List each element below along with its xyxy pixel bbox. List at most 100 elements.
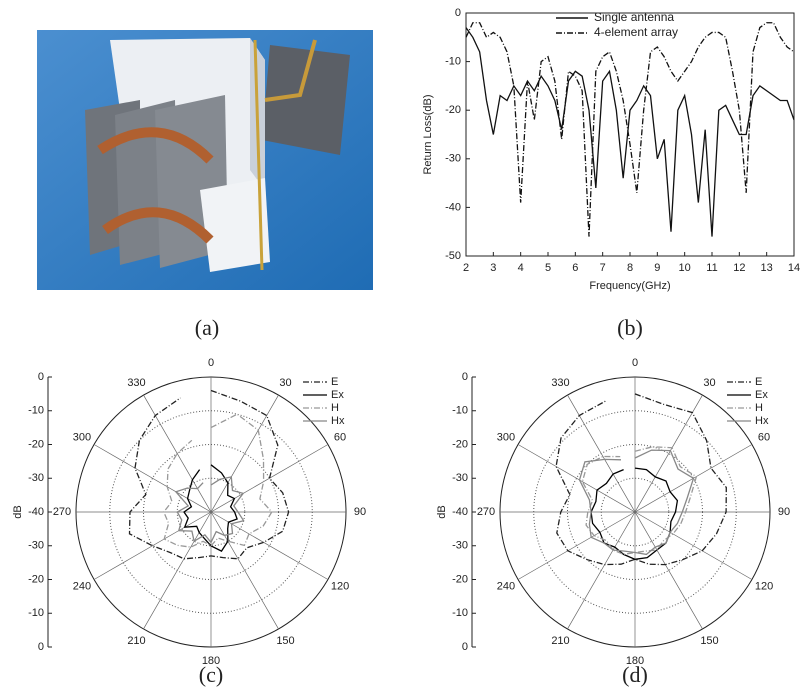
- theta-tick-label: 210: [551, 635, 569, 647]
- r-tick-label: -10: [28, 607, 44, 619]
- r-tick-label: -20: [452, 438, 468, 450]
- x-tick-label: 4: [518, 262, 524, 274]
- r-tick-label: -30: [452, 540, 468, 552]
- x-tick-label: 14: [788, 262, 800, 274]
- data-line: [128, 389, 290, 560]
- x-tick-label: 2: [463, 262, 469, 274]
- r-tick-label: -30: [28, 472, 44, 484]
- x-tick-label: 10: [679, 262, 691, 274]
- spoke: [93, 511, 212, 580]
- r-tick-label: -20: [28, 438, 44, 450]
- r-axis-label: dB: [436, 505, 448, 518]
- x-tick-label: 12: [733, 262, 745, 274]
- theta-tick-label: 60: [334, 431, 346, 443]
- data-line: [555, 393, 727, 566]
- spoke: [210, 444, 329, 513]
- x-axis-label: Frequency(GHz): [589, 280, 670, 292]
- r-tick-label: -10: [28, 405, 44, 417]
- spoke: [634, 511, 753, 580]
- legend-label: Hx: [755, 415, 769, 427]
- theta-tick-label: 210: [127, 635, 145, 647]
- y-tick-label: -30: [445, 153, 461, 165]
- spoke: [210, 511, 329, 580]
- r-tick-label: -20: [452, 573, 468, 585]
- theta-tick-label: 270: [53, 506, 71, 518]
- x-tick-label: 8: [627, 262, 633, 274]
- legend-label: Single antenna: [594, 10, 674, 24]
- caption: (c): [199, 662, 223, 687]
- theta-tick-label: 90: [354, 506, 366, 518]
- theta-tick-label: 300: [73, 431, 91, 443]
- r-tick-label: -30: [28, 540, 44, 552]
- data-line: [183, 464, 238, 552]
- y-tick-label: 0: [455, 7, 461, 19]
- data-line: [163, 413, 273, 548]
- legend-label: Ex: [331, 389, 344, 401]
- data-line: [465, 22, 795, 237]
- spoke: [567, 394, 636, 513]
- data-line: [590, 467, 679, 560]
- theta-tick-label: 240: [497, 580, 515, 592]
- legend-label: Ex: [755, 389, 768, 401]
- caption: (a): [195, 315, 219, 340]
- r-tick-label: 0: [462, 371, 468, 383]
- theta-tick-label: 270: [477, 506, 495, 518]
- x-tick-label: 13: [761, 262, 773, 274]
- x-tick-label: 5: [545, 262, 551, 274]
- y-tick-label: -10: [445, 56, 461, 68]
- theta-tick-label: 330: [127, 377, 145, 389]
- theta-tick-label: 300: [497, 431, 515, 443]
- x-tick-label: 3: [490, 262, 496, 274]
- legend-label: H: [755, 402, 763, 414]
- caption: (b): [617, 315, 643, 340]
- theta-tick-label: 0: [632, 357, 638, 369]
- caption: (d): [622, 662, 648, 687]
- spoke: [143, 511, 212, 630]
- r-tick-label: -30: [452, 472, 468, 484]
- r-tick-label: 0: [462, 641, 468, 653]
- legend-label: E: [755, 376, 762, 388]
- theta-tick-label: 240: [73, 580, 91, 592]
- x-tick-label: 6: [572, 262, 578, 274]
- x-tick-label: 11: [706, 262, 717, 274]
- legend-label: Hx: [331, 415, 345, 427]
- r-tick-label: 0: [38, 371, 44, 383]
- r-tick-label: -40: [452, 506, 468, 518]
- theta-tick-label: 180: [626, 655, 644, 667]
- data-line: [465, 27, 795, 237]
- spoke: [210, 511, 279, 630]
- spoke: [210, 394, 279, 513]
- spoke: [567, 511, 636, 630]
- y-tick-label: -50: [445, 250, 461, 262]
- spoke: [517, 444, 636, 513]
- r-axis-label: dB: [12, 505, 24, 518]
- x-tick-label: 7: [600, 262, 606, 274]
- y-axis-label: Return Loss(dB): [422, 94, 434, 174]
- y-tick-label: -20: [445, 104, 461, 116]
- theta-tick-label: 150: [276, 635, 294, 647]
- theta-tick-label: 120: [331, 580, 349, 592]
- spoke: [634, 511, 703, 630]
- data-line: [578, 449, 695, 556]
- theta-tick-label: 120: [755, 580, 773, 592]
- y-tick-label: -40: [445, 201, 461, 213]
- theta-tick-label: 30: [279, 377, 291, 389]
- theta-tick-label: 60: [758, 431, 770, 443]
- legend-label: H: [331, 402, 339, 414]
- spoke: [517, 511, 636, 580]
- spoke: [143, 394, 212, 513]
- spoke: [93, 444, 212, 513]
- data-line: [174, 476, 245, 544]
- theta-tick-label: 90: [778, 506, 790, 518]
- spoke: [634, 394, 703, 513]
- theta-tick-label: 180: [202, 655, 220, 667]
- theta-tick-label: 330: [551, 377, 569, 389]
- r-tick-label: -40: [28, 506, 44, 518]
- legend-label: 4-element array: [594, 25, 678, 39]
- theta-tick-label: 30: [703, 377, 715, 389]
- data-line: [581, 446, 698, 556]
- r-tick-label: -20: [28, 573, 44, 585]
- r-tick-label: -10: [452, 405, 468, 417]
- legend-label: E: [331, 376, 338, 388]
